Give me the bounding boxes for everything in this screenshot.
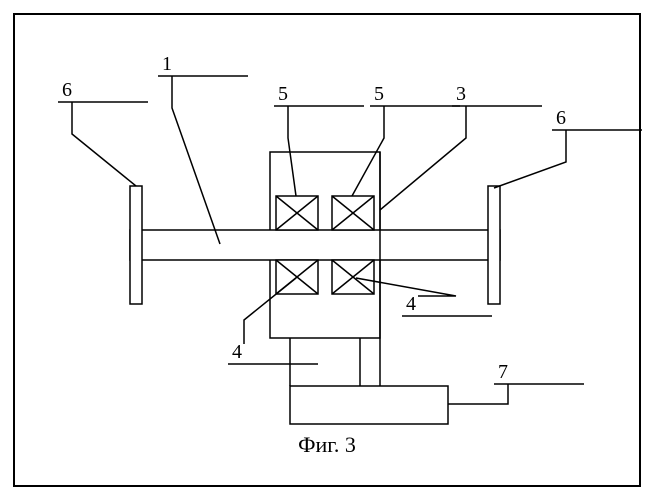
svg-text:1: 1	[162, 53, 172, 75]
svg-text:5: 5	[278, 83, 288, 105]
svg-text:6: 6	[62, 79, 72, 101]
svg-text:Фиг. 3: Фиг. 3	[298, 432, 356, 457]
svg-text:6: 6	[556, 107, 566, 129]
svg-text:7: 7	[498, 361, 508, 383]
svg-text:4: 4	[406, 293, 416, 315]
svg-text:4: 4	[232, 341, 242, 363]
svg-text:5: 5	[374, 83, 384, 105]
svg-text:3: 3	[456, 83, 466, 105]
